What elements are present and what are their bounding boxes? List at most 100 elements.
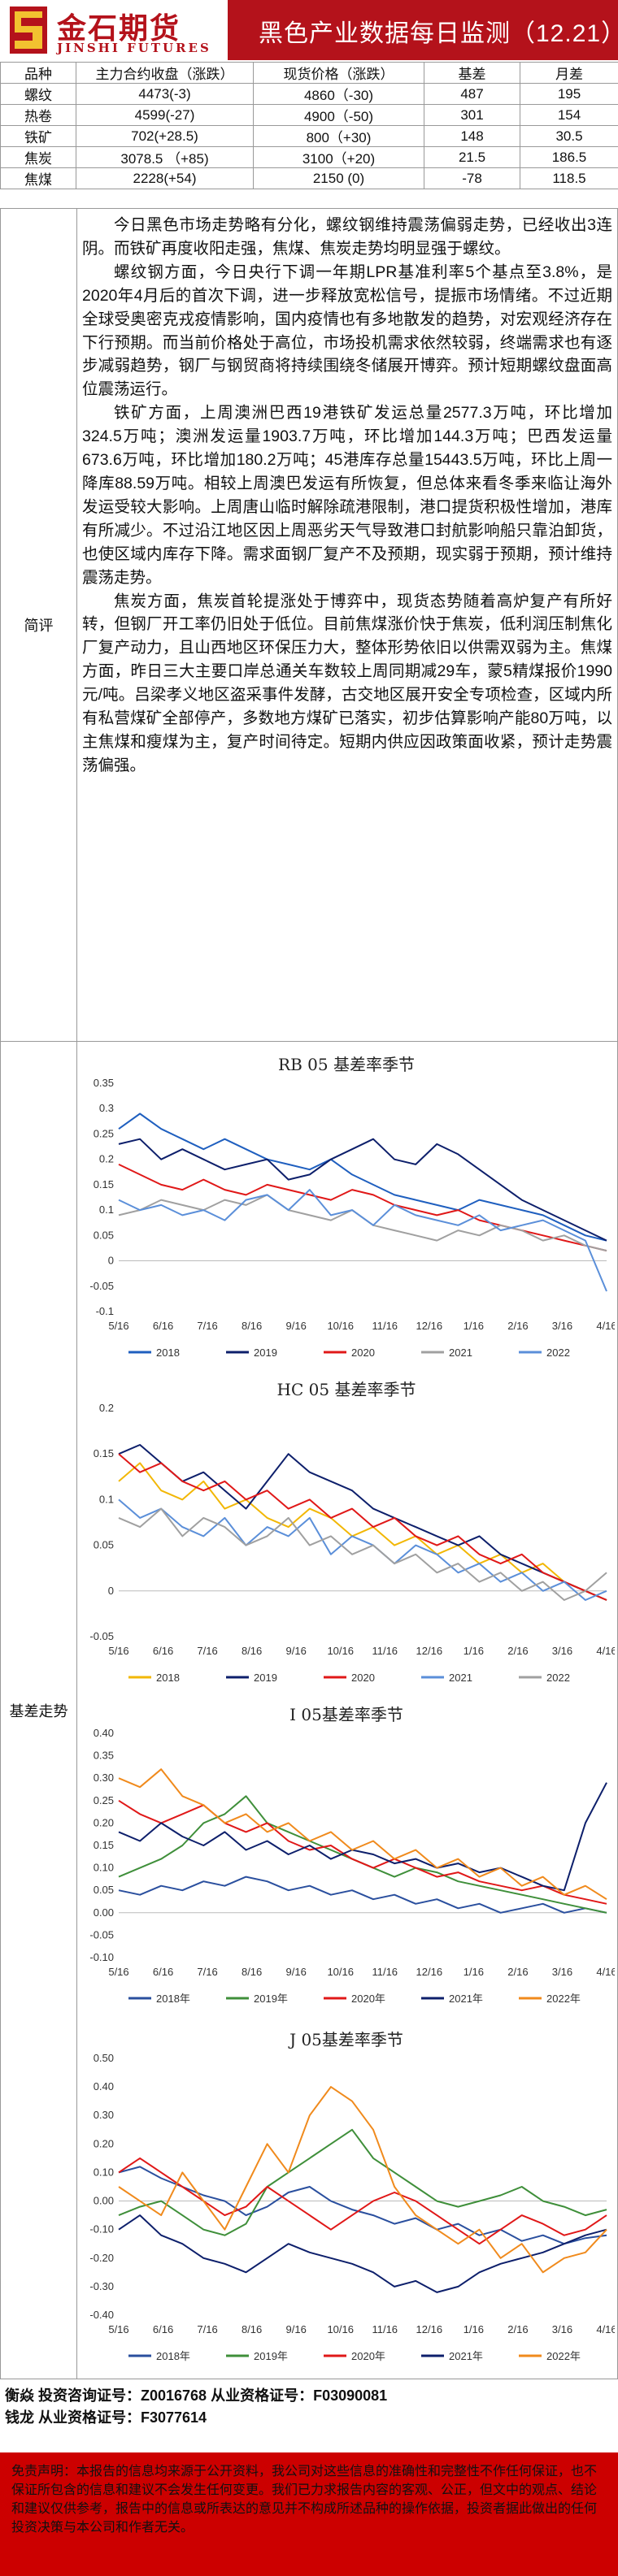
x-tick-label: 5/16 bbox=[108, 1966, 128, 1978]
x-tick-label: 1/16 bbox=[464, 1645, 484, 1657]
x-tick-label: 9/16 bbox=[286, 2323, 307, 2335]
x-tick-label: 10/16 bbox=[327, 1966, 354, 1978]
y-tick-label: 0.1 bbox=[99, 1493, 114, 1505]
hc05-basis-chart: HC 05 基差率季节 0.2 0.15 0.1 0.05 0 -0.05 5/16 6/16 7… bbox=[78, 1374, 615, 1695]
y-tick-label: 0.15 bbox=[94, 1447, 114, 1459]
y-tick-label: 0.05 bbox=[94, 1539, 114, 1551]
y-tick-label: 0.25 bbox=[94, 1794, 114, 1806]
x-tick-label: 8/16 bbox=[242, 1320, 262, 1332]
legend-label: 2022年 bbox=[546, 2350, 581, 2362]
legend-label: 2019 bbox=[254, 1347, 277, 1359]
x-tick-label: 1/16 bbox=[464, 1320, 484, 1332]
x-tick-label: 3/16 bbox=[552, 1320, 572, 1332]
x-tick-label: 6/16 bbox=[153, 1645, 173, 1657]
table-cell: 154 bbox=[520, 104, 618, 126]
x-tick-label: 7/16 bbox=[197, 2323, 217, 2335]
x-tick-label: 6/16 bbox=[153, 1966, 173, 1978]
y-tick-label: 0.30 bbox=[94, 1772, 114, 1784]
table-cell: 195 bbox=[520, 83, 618, 105]
y-tick-label: -0.05 bbox=[89, 1630, 114, 1642]
x-tick-label: 11/16 bbox=[372, 2323, 398, 2335]
x-tick-label: 9/16 bbox=[286, 1966, 307, 1978]
logo-chinese-name: 金石期货 bbox=[57, 12, 181, 46]
legend-label: 2019年 bbox=[254, 2350, 288, 2362]
table-row: 铁矿 702(+28.5) 800（+30) 148 30.5 bbox=[0, 125, 618, 147]
legend-label: 2018年 bbox=[156, 2350, 190, 2362]
series-line bbox=[118, 1138, 607, 1242]
series-line bbox=[118, 1799, 607, 1905]
series-line bbox=[118, 1462, 607, 1601]
y-tick-label: -0.30 bbox=[89, 2280, 114, 2292]
chart-title: J 05基差率季节 bbox=[288, 2030, 403, 2049]
commentary-section: 简评 今日黑色市场走势略有分化，螺纹钢维持震荡偏弱走势，已经收出3连阴。而铁矿再… bbox=[0, 208, 618, 1042]
y-tick-label: 0.40 bbox=[94, 1727, 114, 1739]
chart-svg: HC 05 基差率季节 0.2 0.15 0.1 0.05 0 -0.05 5/16 6/16 7… bbox=[89, 1380, 615, 1684]
legend-label: 2018年 bbox=[156, 1993, 190, 2005]
table-cell: 148 bbox=[424, 125, 520, 147]
x-tick-label: 4/16 bbox=[596, 2323, 615, 2335]
x-tick-label: 4/16 bbox=[596, 1645, 615, 1657]
y-tick-label: -0.20 bbox=[89, 2252, 114, 2264]
legend-label: 2022 bbox=[546, 1672, 570, 1684]
series-line bbox=[118, 1876, 607, 1914]
column-header: 基差 bbox=[424, 62, 520, 84]
y-tick-label: -0.10 bbox=[89, 1951, 114, 1963]
table-cell: 487 bbox=[424, 83, 520, 105]
table-cell: 4860（-30) bbox=[253, 83, 424, 105]
table-row: 螺纹 4473(-3) 4860（-30) 487 195 bbox=[0, 83, 618, 105]
series-line bbox=[118, 1189, 607, 1292]
chart-svg: RB 05 基差率季节 0.35 0.3 0.25 0.2 0.15 0.1 0.05 0 -0.… bbox=[89, 1055, 615, 1359]
i05-basis-chart: I 05基差率季节 0.40 0.35 0.30 0.25 0.20 0.15 0.10 0.0… bbox=[78, 1699, 615, 2016]
legend-label: 2020年 bbox=[351, 1993, 385, 2005]
series-line bbox=[118, 1507, 607, 1601]
chart-title: HC 05 基差率季节 bbox=[277, 1380, 416, 1399]
legend-label: 2019 bbox=[254, 1672, 277, 1684]
chart-title: RB 05 基差率季节 bbox=[278, 1055, 415, 1074]
commentary-paragraph: 螺纹钢方面，今日央行下调一年期LPR基准利率5个基点至3.8%，是2020年4月… bbox=[82, 262, 612, 399]
series-line bbox=[118, 1782, 607, 1892]
y-tick-label: 0.50 bbox=[94, 2052, 114, 2064]
table-cell: 4900（-50) bbox=[253, 104, 424, 126]
legend-label: 2020年 bbox=[351, 2350, 385, 2362]
y-tick-label: 0 bbox=[108, 1255, 114, 1267]
commentary-paragraph: 焦炭方面，焦炭首轮提涨处于博弈中，现货态势随着高炉复产有所好转，但钢厂开工率仍旧… bbox=[82, 592, 612, 774]
table-cell: 铁矿 bbox=[0, 125, 76, 147]
x-tick-label: 6/16 bbox=[153, 2323, 173, 2335]
table-cell: 4599(-27) bbox=[76, 104, 254, 126]
table-cell: 3100（+20) bbox=[253, 146, 424, 168]
y-tick-label: 0.3 bbox=[99, 1102, 114, 1114]
table-cell: 2150 (0) bbox=[253, 167, 424, 189]
y-tick-label: 0.25 bbox=[94, 1127, 114, 1139]
table-cell: 热卷 bbox=[0, 104, 76, 126]
x-tick-label: 10/16 bbox=[327, 1320, 354, 1332]
table-cell: 30.5 bbox=[520, 125, 618, 147]
x-tick-label: 12/16 bbox=[416, 1645, 443, 1657]
legend-label: 2021年 bbox=[449, 2350, 483, 2362]
x-tick-label: 7/16 bbox=[197, 1966, 217, 1978]
disclaimer: 免责声明：本报告的信息均来源于公开资料，我公司对这些信息的准确性和完整性不作任何… bbox=[0, 2452, 618, 2576]
x-tick-label: 2/16 bbox=[507, 1645, 528, 1657]
table-row: 焦煤 2228(+54) 2150 (0) -78 118.5 bbox=[0, 167, 618, 189]
table-cell: 301 bbox=[424, 104, 520, 126]
x-tick-label: 10/16 bbox=[327, 1645, 354, 1657]
y-tick-label: -0.1 bbox=[96, 1305, 114, 1317]
table-row: 焦炭 3078.5 （+85) 3100（+20) 21.5 186.5 bbox=[0, 146, 618, 168]
y-tick-label: -0.10 bbox=[89, 2223, 114, 2236]
table-cell: 3078.5 （+85) bbox=[76, 146, 254, 168]
x-tick-label: 3/16 bbox=[552, 1645, 572, 1657]
commentary-text: 今日黑色市场走势略有分化，螺纹钢维持震荡偏弱走势，已经收出3连阴。而铁矿再度收阳… bbox=[82, 214, 612, 778]
table-cell: 焦炭 bbox=[0, 146, 76, 168]
series-line bbox=[118, 2086, 607, 2274]
y-tick-label: -0.05 bbox=[89, 1928, 114, 1941]
x-tick-label: 6/16 bbox=[153, 1320, 173, 1332]
y-tick-label: 0.00 bbox=[94, 2195, 114, 2207]
analyst-credits: 衡焱 投资咨询证号：Z0016768 从业资格证号：F03090081 钱龙 从… bbox=[5, 2385, 387, 2429]
x-tick-label: 4/16 bbox=[596, 1966, 615, 1978]
y-tick-label: 0.20 bbox=[94, 1816, 114, 1828]
chart-svg: J 05基差率季节 0.50 0.40 0.30 0.20 0.10 0.00 -0.10 -0… bbox=[89, 2030, 615, 2362]
series-line bbox=[118, 1444, 607, 1601]
commentary-paragraph: 今日黑色市场走势略有分化，螺纹钢维持震荡偏弱走势，已经收出3连阴。而铁矿再度收阳… bbox=[82, 216, 612, 258]
column-header: 月差 bbox=[520, 62, 618, 84]
y-tick-label: 0.00 bbox=[94, 1906, 114, 1919]
y-tick-label: 0.35 bbox=[94, 1077, 114, 1089]
